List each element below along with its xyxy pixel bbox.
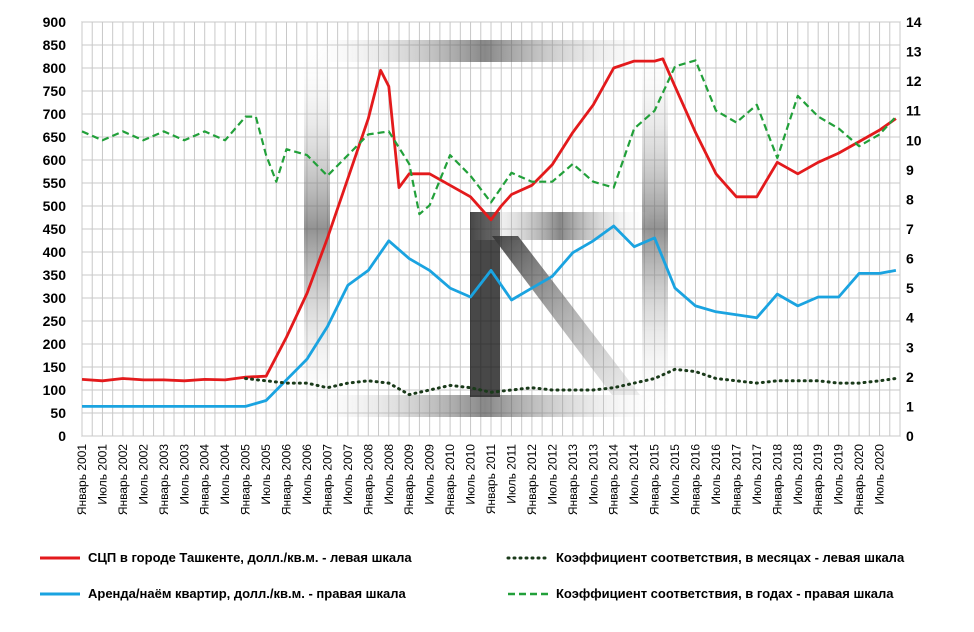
series-line-2 — [244, 367, 898, 397]
left-tick-label: 200 — [43, 336, 67, 352]
x-tick-label: Январь 2010 — [443, 444, 457, 515]
x-tick-label: Июль 2016 — [709, 444, 723, 505]
x-tick-label: Июль 2009 — [423, 444, 437, 505]
x-tick-label: Январь 2004 — [198, 444, 212, 515]
x-tick-label: Январь 2017 — [729, 444, 743, 515]
legend-label-3: Коэффициент соответствия, в годах - прав… — [556, 586, 894, 601]
legend-label-0: СЦП в городе Ташкенте, долл./кв.м. - лев… — [88, 550, 412, 565]
x-tick-label: Январь 2016 — [689, 444, 703, 515]
x-tick-label: Январь 2020 — [852, 444, 866, 515]
left-tick-label: 150 — [43, 359, 67, 375]
x-tick-label: Июль 2014 — [627, 444, 641, 505]
left-tick-label: 600 — [43, 152, 67, 168]
right-tick-label: 8 — [906, 191, 914, 207]
right-tick-label: 9 — [906, 162, 914, 178]
left-axis-ticks: 0 50 100 150 200 250 300 350 400 450 500 550 600 650 7… — [43, 14, 67, 444]
left-tick-label: 100 — [43, 382, 67, 398]
left-tick-label: 550 — [43, 175, 67, 191]
x-tick-label: Январь 2015 — [648, 444, 662, 515]
x-tick-label: Январь 2009 — [402, 444, 416, 515]
series-line-1 — [82, 224, 897, 408]
x-tick-label: Июль 2018 — [791, 444, 805, 505]
x-tick-label: Июль 2012 — [545, 444, 559, 505]
x-tick-label: Июль 2007 — [341, 444, 355, 505]
x-tick-label: Июль 2008 — [382, 444, 396, 505]
left-tick-label: 850 — [43, 37, 67, 53]
x-tick-label: Январь 2003 — [157, 444, 171, 515]
x-tick-label: Июль 2010 — [464, 444, 478, 505]
left-tick-label: 250 — [43, 313, 67, 329]
x-tick-label: Июль 2017 — [750, 444, 764, 505]
x-tick-label: Июль 2013 — [586, 444, 600, 505]
right-tick-label: 1 — [906, 398, 914, 414]
left-tick-label: 900 — [43, 14, 67, 30]
x-tick-label: Январь 2012 — [525, 444, 539, 515]
right-tick-label: 0 — [906, 428, 914, 444]
right-tick-label: 5 — [906, 280, 914, 296]
x-tick-label: Июль 2006 — [300, 444, 314, 505]
left-tick-label: 750 — [43, 83, 67, 99]
left-tick-label: 300 — [43, 290, 67, 306]
x-tick-label: Июль 2005 — [259, 444, 273, 505]
x-tick-label: Январь 2018 — [770, 444, 784, 515]
x-tick-label: Январь 2002 — [116, 444, 130, 515]
right-tick-label: 7 — [906, 221, 914, 237]
x-tick-label: Июль 2002 — [136, 444, 150, 505]
x-tick-label: Январь 2014 — [607, 444, 621, 515]
x-tick-label: Июль 2003 — [177, 444, 191, 505]
legend: СЦП в городе Ташкенте, долл./кв.м. - лев… — [40, 550, 905, 601]
x-tick-label: Январь 2007 — [320, 444, 334, 515]
left-tick-label: 800 — [43, 60, 67, 76]
legend-label-1: Аренда/наём квартир, долл./кв.м. - права… — [88, 586, 406, 601]
left-tick-label: 700 — [43, 106, 67, 122]
right-tick-label: 4 — [906, 310, 914, 326]
right-tick-label: 11 — [906, 103, 921, 119]
x-tick-label: Январь 2013 — [566, 444, 580, 515]
watermark-logo — [300, 40, 670, 417]
right-tick-label: 10 — [906, 132, 922, 148]
right-tick-label: 13 — [906, 44, 922, 60]
legend-label-2: Коэффициент соответствия, в месяцах - ле… — [556, 550, 905, 565]
left-tick-label: 350 — [43, 267, 67, 283]
right-tick-label: 3 — [906, 339, 914, 355]
x-tick-label: Январь 2011 — [484, 444, 498, 515]
x-tick-label: Июль 2019 — [832, 444, 846, 505]
x-tick-label: Июль 2011 — [504, 444, 518, 504]
left-tick-label: 450 — [43, 221, 67, 237]
left-tick-label: 650 — [43, 129, 67, 145]
left-tick-label: 400 — [43, 244, 67, 260]
x-tick-label: Июль 2020 — [873, 444, 887, 505]
x-axis-ticks: Январь 2001 Июль 2001 Январь 2002 Июль 2002… — [75, 444, 887, 515]
series-line-0 — [81, 57, 897, 383]
right-tick-label: 12 — [906, 73, 922, 89]
x-tick-label: Январь 2008 — [361, 444, 375, 515]
right-tick-label: 14 — [906, 14, 922, 30]
x-tick-label: Июль 2015 — [668, 444, 682, 505]
x-tick-label: Январь 2005 — [239, 444, 253, 515]
x-tick-label: Июль 2004 — [218, 444, 232, 505]
right-tick-label: 6 — [906, 251, 914, 267]
x-tick-label: Июль 2001 — [95, 444, 109, 505]
x-tick-label: Январь 2019 — [811, 444, 825, 515]
right-tick-label: 2 — [906, 369, 914, 385]
x-tick-label: Январь 2001 — [75, 444, 89, 515]
left-tick-label: 50 — [50, 405, 66, 421]
x-tick-label: Январь 2006 — [280, 444, 294, 515]
left-tick-label: 500 — [43, 198, 67, 214]
series-lines — [81, 57, 898, 408]
left-tick-label: 0 — [58, 428, 66, 444]
